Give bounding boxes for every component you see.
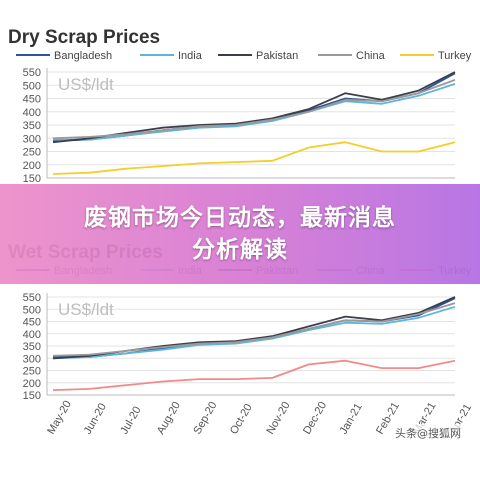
y-tick-label: 400 bbox=[23, 329, 41, 341]
legend-label: Turkey bbox=[438, 50, 472, 62]
headline-banner: 废钢市场今日动态，最新消息 分析解读 bbox=[0, 184, 480, 284]
y-tick-label: 450 bbox=[23, 94, 41, 106]
y-tick-label: 400 bbox=[23, 107, 41, 119]
y-tick-label: 350 bbox=[23, 341, 41, 353]
series-line-india bbox=[52, 305, 456, 360]
y-tick-label: 250 bbox=[23, 147, 41, 159]
x-tick-label: Jun-20 bbox=[82, 401, 109, 436]
dry-scrap-chart: Dry Scrap Prices Bangladesh India Pakistan C… bbox=[8, 27, 472, 185]
y-tick-label: 300 bbox=[23, 133, 41, 145]
y-tick-label: 550 bbox=[23, 67, 41, 79]
series-line-india bbox=[53, 83, 456, 141]
legend-item: Turkey bbox=[400, 50, 472, 62]
legend-item: Pakistan bbox=[218, 50, 298, 62]
watermark: 头条@搜狐网 bbox=[392, 424, 464, 442]
x-tick-label: Dec-20 bbox=[301, 400, 329, 437]
unit-label: US$/ldt bbox=[58, 75, 114, 94]
y-tick-label: 200 bbox=[23, 378, 41, 390]
y-tick-label: 450 bbox=[23, 317, 41, 329]
legend-label: Bangladesh bbox=[54, 50, 112, 62]
legend-label: China bbox=[356, 50, 386, 62]
series-line-turkey bbox=[52, 359, 456, 391]
series-line-china bbox=[52, 79, 456, 140]
x-tick-label: Jan-21 bbox=[338, 401, 365, 436]
chart-title: Dry Scrap Prices bbox=[8, 27, 160, 48]
y-tick-label: 500 bbox=[23, 304, 41, 316]
y-tick-label: 150 bbox=[23, 173, 41, 185]
x-tick-label: May-20 bbox=[45, 399, 74, 437]
legend-label: Pakistan bbox=[256, 50, 298, 62]
series-line-turkey bbox=[52, 141, 456, 175]
y-tick-label: 350 bbox=[23, 120, 41, 132]
unit-label: US$/ldt bbox=[58, 300, 114, 319]
legend-item: India bbox=[140, 50, 203, 62]
x-tick-label: Jul-20 bbox=[118, 405, 143, 437]
y-tick-label: 550 bbox=[23, 292, 41, 304]
x-tick-label: Aug-20 bbox=[155, 400, 183, 437]
y-tick-label: 500 bbox=[23, 80, 41, 92]
series-line-pakistan bbox=[52, 71, 456, 144]
legend-item: China bbox=[318, 50, 386, 62]
x-tick-label: Sep-20 bbox=[191, 400, 219, 437]
x-tick-label: Nov-20 bbox=[264, 400, 292, 437]
x-tick-label: Oct-20 bbox=[228, 402, 255, 437]
y-tick-label: 300 bbox=[23, 353, 41, 365]
legend-item: Bangladesh bbox=[16, 50, 112, 62]
y-tick-label: 150 bbox=[23, 390, 41, 402]
headline-line-2: 分析解读 bbox=[192, 237, 288, 263]
legend-label: India bbox=[178, 50, 203, 62]
headline-line-1: 废钢市场今日动态，最新消息 bbox=[84, 205, 396, 231]
y-tick-label: 200 bbox=[23, 160, 41, 172]
y-tick-label: 250 bbox=[23, 366, 41, 378]
series-line-china bbox=[52, 302, 456, 357]
